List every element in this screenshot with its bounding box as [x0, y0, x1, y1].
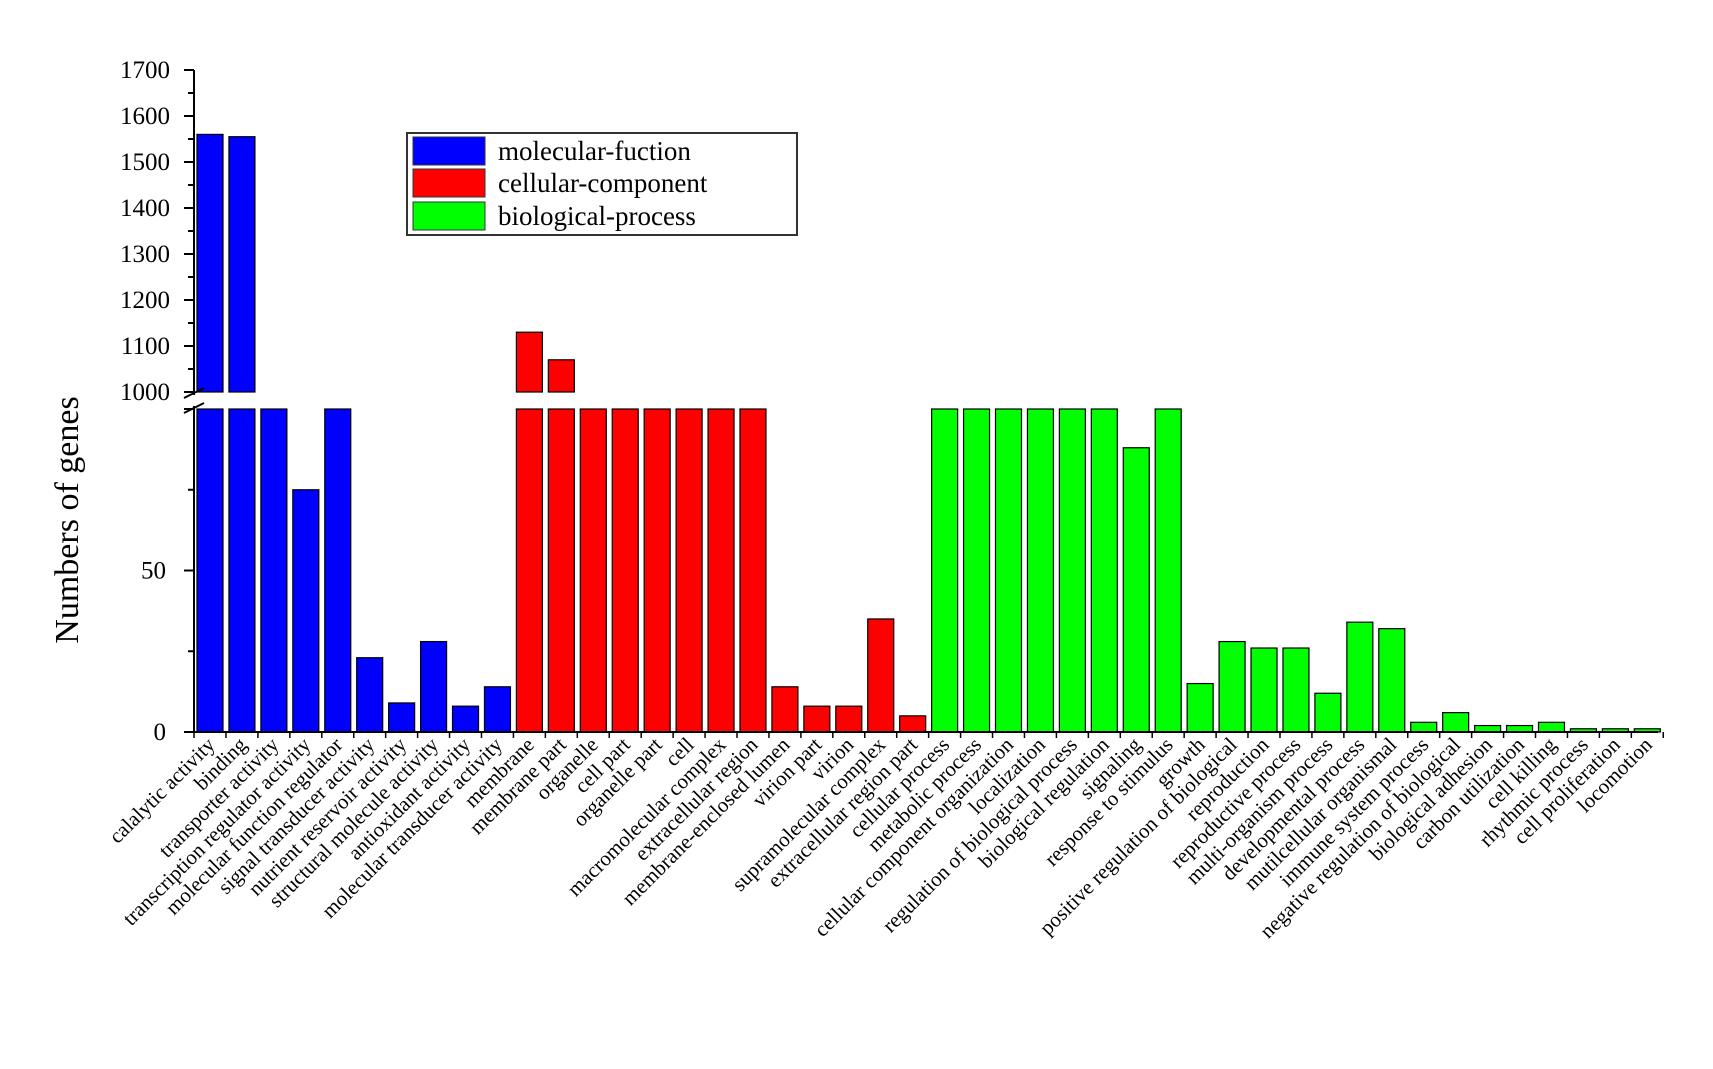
legend-label-biological-process: biological-process [498, 201, 696, 231]
bar-localization [1026, 408, 1055, 733]
bar-positive-regulation-of-biological [1218, 640, 1246, 733]
bar-growth [1186, 682, 1214, 733]
bar-binding-lower [228, 408, 256, 733]
bar-binding-upper [228, 136, 256, 393]
bar-reproductive-process [1282, 647, 1310, 733]
bar-calalytic-activity [196, 133, 224, 733]
bar-signaling [1122, 447, 1150, 733]
y-tick-label: 1000 [120, 379, 170, 406]
bar-supramolecular-complex [867, 618, 895, 733]
legend-swatch-molecular-function [412, 136, 486, 166]
bar-virion-part [803, 705, 831, 733]
bar-macromolecular-complex [707, 408, 735, 733]
bar-cell [675, 408, 703, 733]
bar-extracellular-region [739, 408, 767, 733]
axes-layer: 0 50 1000 1100 1200 1300 1400 1500 1600 1700 [120, 57, 1665, 746]
bar-signal-transducer-activity [356, 657, 384, 733]
bar-immune-system-process [1410, 721, 1438, 733]
y-tick-label: 1600 [120, 103, 170, 130]
bar-membrane-part [547, 359, 575, 733]
bar-virion [835, 705, 863, 733]
bar-organelle [579, 408, 607, 733]
legend-label-molecular-function: molecular-fuction [498, 136, 691, 166]
bar-membrane-enclosed-lumen [771, 686, 799, 733]
bar-membrane-part-upper [547, 359, 575, 393]
bar-cellular-component-organization [994, 408, 1023, 733]
bar-membrane-lower [515, 408, 544, 733]
y-axis-title: Numbers of genes [49, 396, 86, 643]
y-tick-label: 1400 [120, 195, 170, 222]
bar-molecular-transducer-activity [483, 686, 512, 733]
bar-calalytic-activity-lower [196, 408, 224, 733]
bar-membrane-part-lower [547, 408, 575, 733]
bar-nutrient-reservoir-activity [388, 702, 416, 733]
bar-molecular-function-regulator [324, 408, 352, 733]
bar-response-to-stimulus [1154, 408, 1182, 733]
bar-organelle-part [643, 408, 671, 733]
y-tick-label: 50 [141, 558, 166, 585]
bar-negative-regulation-of-biological [1442, 712, 1470, 733]
bar-membrane-upper [515, 331, 544, 393]
bar-binding [228, 136, 256, 733]
bar-transcription-regulator-activity [292, 489, 320, 733]
bar-biological-regulation [1090, 408, 1118, 733]
y-tick-label: 0 [154, 719, 167, 746]
y-tick-label: 1100 [121, 333, 170, 360]
legend: molecular-fuction cellular-component bio… [406, 132, 798, 236]
legend-swatch-biological-process [412, 201, 486, 231]
bar-structural-molecule-activity [419, 640, 448, 733]
bar-regulation-of-biological-process [1058, 408, 1086, 733]
bar-reproduction [1250, 647, 1278, 733]
y-tick-label: 1200 [120, 287, 170, 314]
y-tick-label: 1300 [120, 241, 170, 268]
bar-mutilcellular-organismal [1378, 628, 1406, 733]
legend-swatch-cellular-component [412, 168, 486, 198]
y-tick-label: 1500 [120, 149, 170, 176]
bar-multi-organism-process [1314, 692, 1342, 733]
bar-calalytic-activity-upper [196, 133, 224, 393]
bar-antioxidant-activity [451, 705, 480, 733]
bar-developmental-process [1346, 621, 1374, 733]
bar-transporter-activity [260, 408, 288, 733]
bar-cell-killing [1537, 721, 1566, 733]
bar-metabolic-process [962, 408, 991, 733]
legend-label-cellular-component: cellular-component [498, 168, 708, 198]
bar-cellular-process [931, 408, 959, 733]
bars-layer [196, 133, 1661, 733]
bar-membrane [515, 331, 544, 733]
bar-cell-part [611, 408, 639, 733]
y-tick-label: 1700 [120, 57, 170, 84]
bar-extracellular-region-part [899, 715, 927, 733]
